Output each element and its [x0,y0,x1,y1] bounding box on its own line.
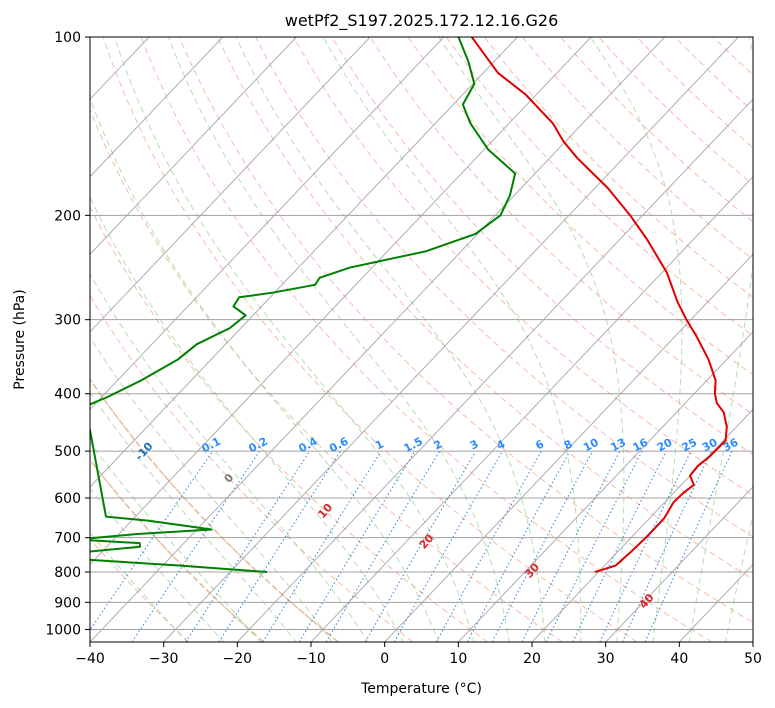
x-tick-label: 50 [744,651,762,667]
dry-adiabat-line [217,37,753,580]
mixing-ratio-label: 16 [631,436,651,455]
dry-adiabat-line [369,37,753,415]
dry-adiabat-line [484,37,753,298]
dry-adiabat-line [90,108,563,642]
moist-adiabat-line [90,391,297,642]
mixing-ratio-line [545,450,643,642]
moist-adiabat-line [90,272,369,642]
chart-title-group: wetPf2_S197.2025.172.12.16.G26 [285,11,559,31]
dewpoint-profile-line [90,37,517,574]
x-tick-label: −30 [149,651,179,667]
mixing-ratio-line [185,450,311,642]
isotherm-line [90,37,518,488]
x-tick-label: 10 [449,651,467,667]
isotherm-line [90,37,666,642]
mixing-ratio-label: 30 [700,436,720,455]
y-tick-label: 200 [54,208,81,224]
x-tick-label: 20 [523,651,541,667]
dry-adiabat-line [407,37,753,376]
temperature-profile-line [470,37,728,573]
axis-labels: Temperature (°C) Pressure (hPa) [12,289,482,697]
mixing-ratio-line [262,450,382,642]
moist-adiabat-line [322,37,582,642]
dry-adiabat-line [90,458,265,642]
isotherm-line [0,37,2,642]
x-tick-label: −10 [296,651,326,667]
y-axis-label: Pressure (hPa) [12,289,28,389]
mixing-ratio-line [298,450,416,642]
mixing-ratio-line [393,450,503,642]
axes-frame-rect [89,36,754,643]
dry-adiabat-line [522,37,753,260]
dry-adiabat-line [293,37,753,496]
y-tick-label: 800 [54,565,81,581]
axes-frame [89,36,754,643]
isotherm-line [531,408,753,642]
moist-adiabat-line [90,96,440,642]
moist-adiabat-line [589,37,683,642]
y-tick-label: 500 [54,444,81,460]
mixing-ratio-line [572,450,667,642]
dry-adiabat-line [102,37,638,642]
moist-adiabat-line [90,336,333,642]
isotherm-line [457,331,753,642]
moist-adiabat-line [90,196,404,642]
moist-adiabat-line [688,37,753,642]
moist-adiabat-line [438,37,625,642]
isotherm-line [90,37,224,178]
mixing-ratio-line [218,450,342,642]
y-tick-label: 900 [54,595,81,611]
mixing-ratio-line [90,450,214,631]
y-tick-label: 400 [54,387,81,403]
dry-adiabat-label: -20 [51,409,74,433]
dry-adiabat-line [178,37,753,623]
isotherm-line [752,641,753,642]
x-axis-ticks: −40 −30 −20 −10 0 10 20 30 40 50 [75,642,762,667]
mixing-ratio-label: 13 [608,436,628,455]
dry-adiabat-line [636,37,753,149]
x-tick-label: −40 [75,651,105,667]
x-tick-label: 30 [597,651,615,667]
dry-adiabat-line [90,378,339,642]
plot-area [90,37,753,642]
moist-adiabat-line [167,37,510,642]
mixing-ratio-line [467,450,571,642]
y-tick-label: 100 [54,30,81,46]
isotherm-line [90,37,371,333]
isotherm-line [90,37,445,411]
y-tick-label: 1000 [45,622,81,638]
y-axis-ticks: 100 200 300 400 500 600 700 800 900 1000 [45,30,90,638]
profile-series [90,37,728,574]
x-tick-label: 40 [670,651,688,667]
isotherm-line [605,486,753,642]
mixing-ratio-label: 20 [655,436,675,455]
mixing-ratio-line [435,450,542,642]
moist-adiabat-line [235,37,546,642]
isotherm-line [310,176,753,642]
isotherm-line [384,253,753,642]
dry-adiabat-line [90,294,414,642]
dry-adiabat-line [598,37,753,186]
isotherm-line [236,98,753,642]
y-tick-label: 600 [54,491,81,507]
dry-adiabat-line [751,37,753,40]
x-tick-label: 0 [380,651,389,667]
dry-adiabat-line [140,37,713,642]
y-tick-label: 300 [54,313,81,329]
chart-title: wetPf2_S197.2025.172.12.16.G26 [285,11,559,31]
mixing-ratio-label: 10 [581,436,601,455]
moist-adiabat-line [725,513,753,642]
x-axis-label: Temperature (°C) [360,681,482,697]
x-tick-label: −20 [223,651,253,667]
isotherm-line [90,37,297,256]
isotherm-line [163,37,739,642]
moist-adiabat-line [114,37,475,642]
mixing-ratio-label: 25 [680,436,700,455]
y-tick-label: 700 [54,531,81,547]
plot-background [90,37,753,642]
